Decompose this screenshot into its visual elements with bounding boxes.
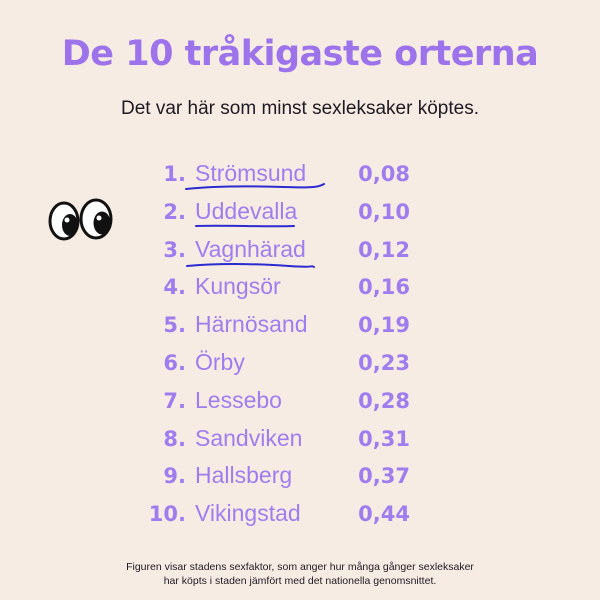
hand-drawn-underline xyxy=(195,224,295,228)
ranking-rank: 8. xyxy=(163,426,186,451)
ranking-town-name: Vikingstad xyxy=(195,500,301,527)
ranking-town-name: Uddevalla xyxy=(195,197,298,224)
page-subtitle: Det var här som minst sexleksaker köptes… xyxy=(121,98,479,119)
ranking-row: 3. Vagnhärad 0,12 xyxy=(0,234,600,272)
ranking-row: 1. Strömsund 0,08 xyxy=(0,158,600,196)
footnote-line: Figuren visar stadens sexfaktor, som ang… xyxy=(126,561,474,573)
ranking-town-name: Sandviken xyxy=(195,424,303,451)
ranking-sexfactor-value: 0,16 xyxy=(358,275,410,300)
ranking-rank: 3. xyxy=(163,237,186,262)
ranking-row: 7. Lessebo 0,28 xyxy=(0,385,600,423)
ranking-rank: 10. xyxy=(148,502,186,527)
ranking-row: 4. Kungsör 0,16 xyxy=(0,271,600,309)
ranking-town-name: Strömsund xyxy=(195,160,307,186)
ranking-rank: 4. xyxy=(163,275,186,300)
ranking-rank: 9. xyxy=(163,464,186,489)
ranking-sexfactor-value: 0,19 xyxy=(358,313,410,338)
ranking-sexfactor-value: 0,12 xyxy=(358,237,410,262)
ranking-sexfactor-value: 0,37 xyxy=(358,464,410,489)
ranking-row: 8. Sandviken 0,31 xyxy=(0,423,600,461)
ranking-row: 9. Hallsberg 0,37 xyxy=(0,460,600,498)
ranking-rank: 5. xyxy=(163,313,186,338)
hand-drawn-underline xyxy=(185,183,325,190)
ranking-row: 10. Vikingstad 0,44 xyxy=(0,498,600,536)
cartoon-eyes-icon xyxy=(48,198,113,241)
ranking-rank: 2. xyxy=(163,199,186,224)
hand-drawn-underline xyxy=(186,262,315,268)
ranking-town-name: Vagnhärad xyxy=(195,235,306,262)
ranking-town-name: Hallsberg xyxy=(195,462,293,489)
ranking-row: 6. Örby 0,23 xyxy=(0,347,600,385)
ranking-rank: 6. xyxy=(163,351,186,375)
ranking-rank: 1. xyxy=(163,162,186,186)
ranking-sexfactor-value: 0,10 xyxy=(358,199,410,224)
page-title: De 10 tråkigaste orterna xyxy=(61,34,539,74)
ranking-town-name: Örby xyxy=(195,349,245,375)
ranking-town-name: Lessebo xyxy=(195,386,282,413)
footnote: Figuren visar stadens sexfaktor, som ang… xyxy=(0,560,600,588)
footnote-line: har köpts i staden jämfört med det natio… xyxy=(163,575,437,587)
ranking-sexfactor-value: 0,44 xyxy=(358,502,410,527)
ranking-town-name: Kungsör xyxy=(195,273,281,300)
ranking-sexfactor-value: 0,28 xyxy=(358,388,410,413)
ranking-sexfactor-value: 0,31 xyxy=(358,426,410,451)
ranking-row: 2. Uddevalla 0,10 xyxy=(0,196,600,234)
ranking-rank: 7. xyxy=(163,388,186,413)
ranking-sexfactor-value: 0,23 xyxy=(358,351,410,375)
ranking-row: 5. Härnösand 0,19 xyxy=(0,309,600,347)
ranking-town-name: Härnösand xyxy=(195,311,308,338)
ranking-sexfactor-value: 0,08 xyxy=(358,162,410,186)
